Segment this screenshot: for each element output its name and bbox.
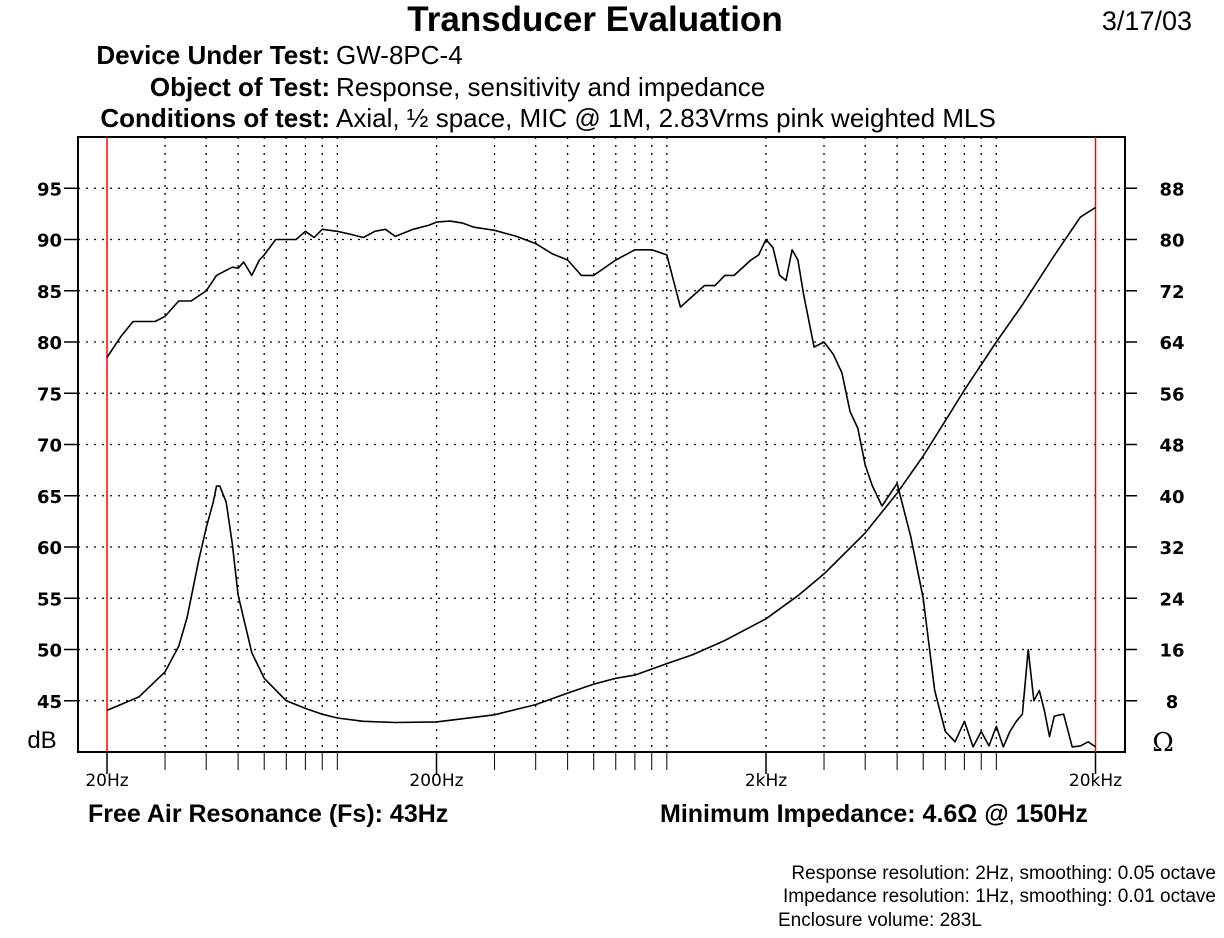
- y-left-tick-label: 45: [37, 692, 62, 713]
- spl-response-line: [106, 220, 1096, 748]
- y-left-tick-label: 85: [37, 282, 62, 303]
- y-right-tick-label: 48: [1159, 436, 1184, 457]
- y-left-tick-label: 95: [37, 179, 62, 200]
- y-right-tick-label: 80: [1159, 231, 1184, 252]
- y-left-tick-label: 70: [37, 436, 62, 457]
- right-unit-label: Ω: [1152, 728, 1174, 758]
- left-unit-label: dB: [27, 727, 56, 754]
- impedance-resolution-note: Impedance resolution: 1Hz, smoothing: 0.…: [782, 886, 1216, 907]
- conditions-of-test-value: Axial, ½ space, MIC @ 1M, 2.83Vrms pink …: [336, 103, 996, 133]
- object-of-test-value: Response, sensitivity and impedance: [336, 72, 766, 102]
- y-right-tick-label: 88: [1159, 179, 1184, 200]
- x-tick-label: 20Hz: [85, 771, 128, 791]
- y-left-tick-label: 60: [37, 538, 62, 559]
- device-under-test-value: GW-8PC-4: [336, 40, 463, 70]
- free-air-resonance: Free Air Resonance (Fs): 43Hz: [88, 800, 449, 828]
- minimum-impedance: Minimum Impedance: 4.6Ω @ 150Hz: [660, 800, 1088, 828]
- x-tick-label: 20kHz: [1069, 771, 1122, 791]
- object-of-test-label: Object of Test:: [149, 72, 330, 102]
- y-left-tick-label: 80: [37, 333, 62, 354]
- y-right-tick-label: 8: [1166, 692, 1179, 713]
- y-right-tick-label: 56: [1159, 384, 1184, 405]
- device-under-test-label: Device Under Test:: [96, 40, 330, 70]
- response-resolution-note: Response resolution: 2Hz, smoothing: 0.0…: [791, 863, 1216, 884]
- y-right-tick-label: 40: [1159, 487, 1184, 508]
- conditions-of-test-label: Conditions of test:: [100, 103, 330, 133]
- x-tick-label: 2kHz: [745, 771, 787, 791]
- y-right-tick-label: 32: [1159, 538, 1184, 559]
- x-tick-label: 200Hz: [409, 771, 463, 791]
- y-left-tick-label: 50: [37, 641, 62, 662]
- enclosure-volume-note: Enclosure volume: 283L: [778, 910, 982, 931]
- y-right-tick-label: 16: [1159, 641, 1184, 662]
- response-impedance-chart: 45 50 55 60 65 70 75 80 85 90 95 8 16 24 32 40 48 56 64 72 8…: [27, 136, 1185, 791]
- y-left-tick-label: 90: [37, 231, 62, 252]
- impedance-line: [106, 206, 1096, 724]
- chart-title: Transducer Evaluation: [407, 0, 783, 39]
- y-left-tick-label: 75: [37, 384, 62, 405]
- y-right-tick-label: 72: [1159, 282, 1184, 303]
- y-right-tick-label: 24: [1159, 589, 1184, 610]
- test-date: 3/17/03: [1101, 6, 1192, 36]
- y-left-tick-label: 65: [37, 487, 62, 508]
- y-left-tick-label: 55: [37, 589, 62, 610]
- y-right-tick-label: 64: [1159, 333, 1184, 354]
